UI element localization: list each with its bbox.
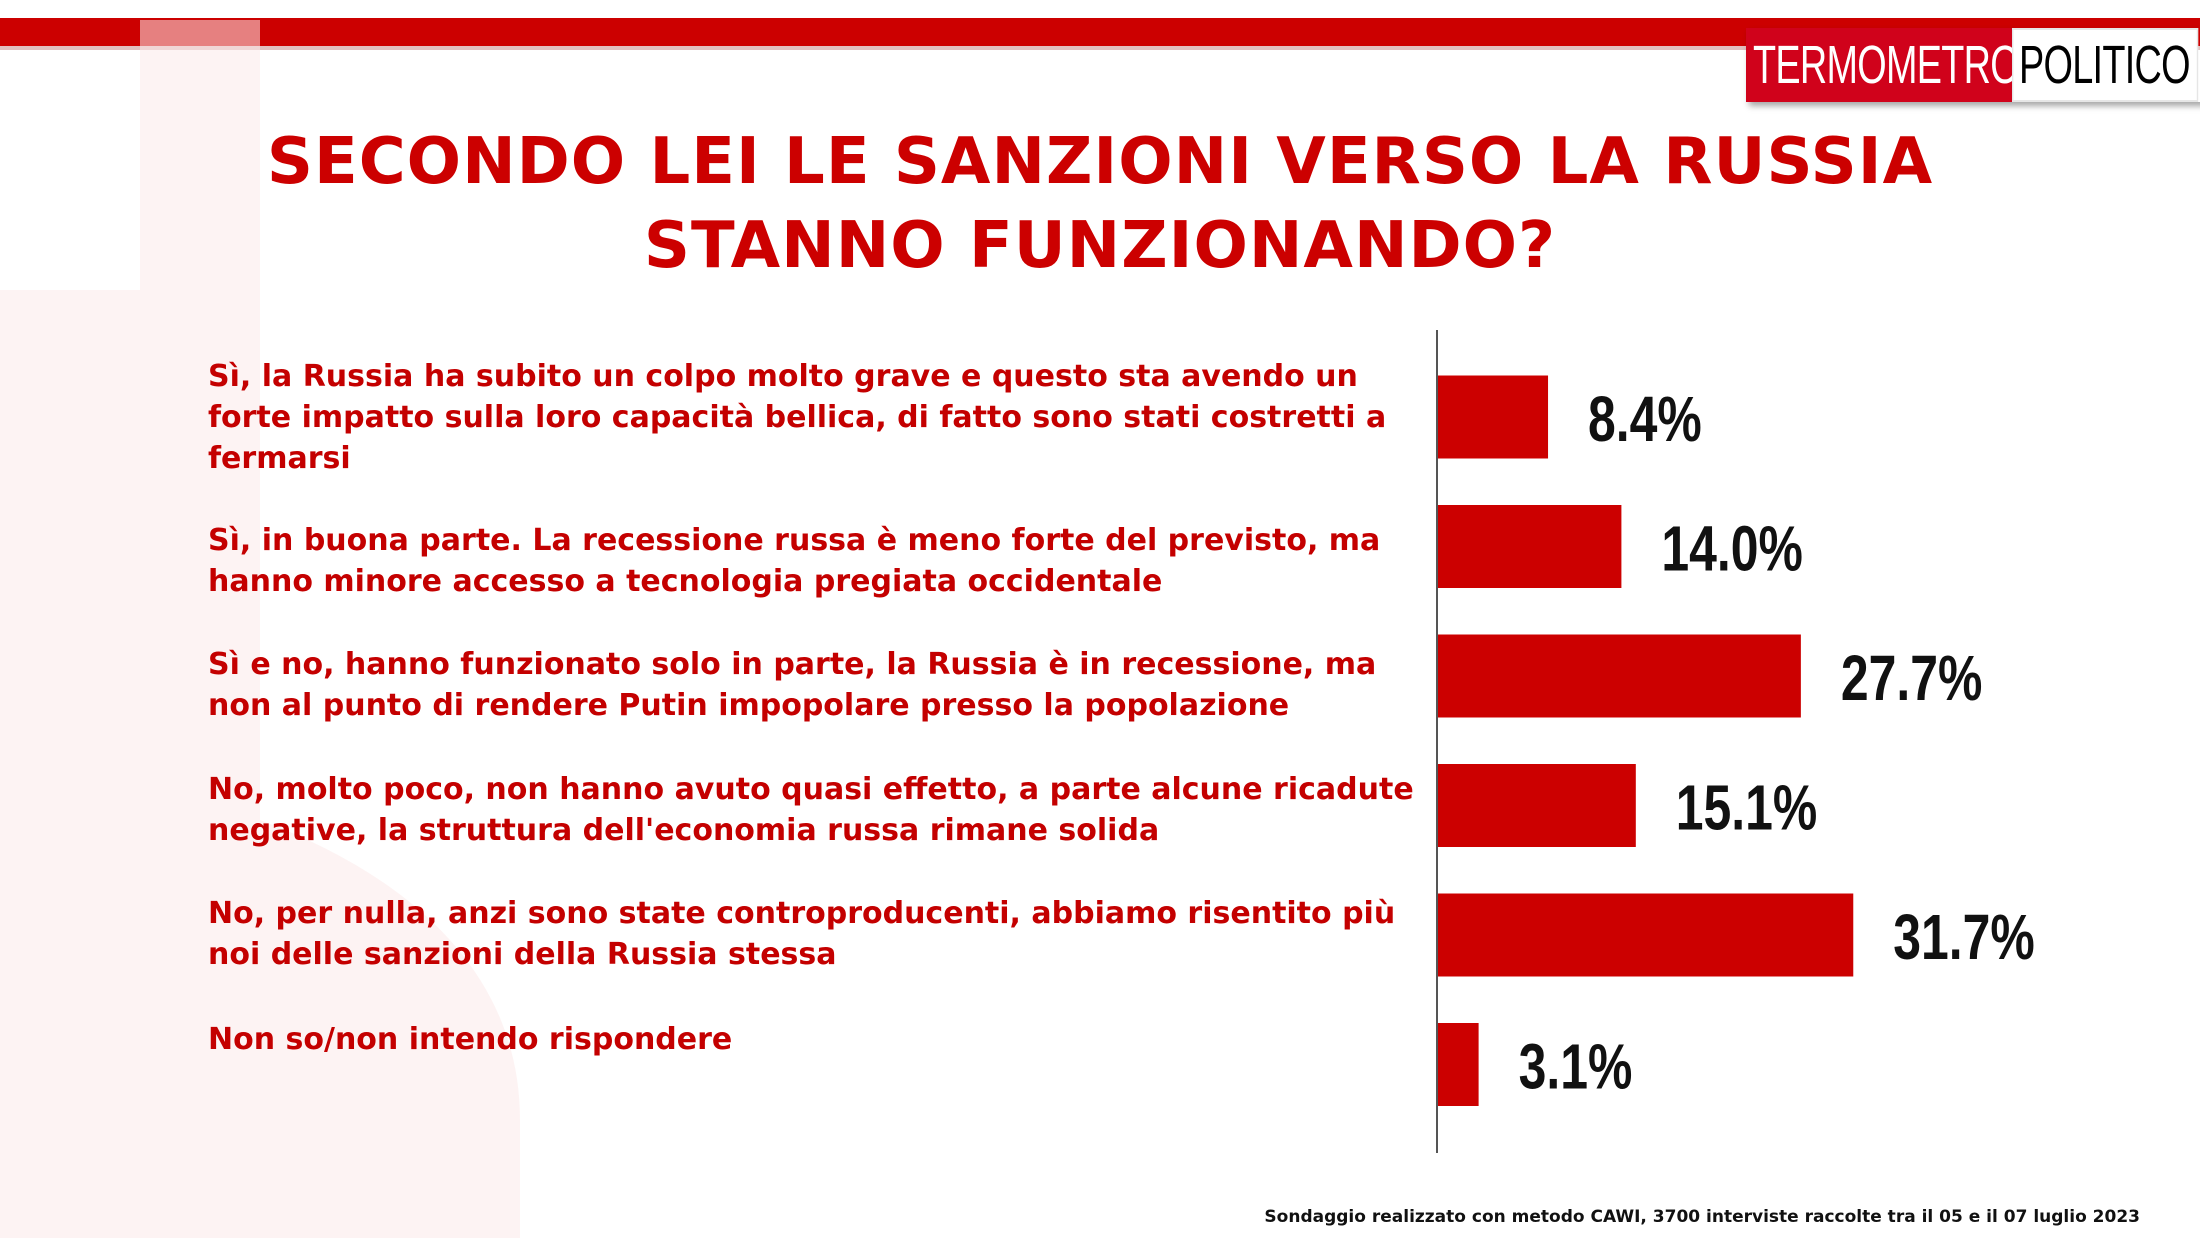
answer-label-3: Sì e no, hanno funzionato solo in parte,… [208, 647, 1377, 723]
value-label-3: 27.7% [1841, 643, 1983, 714]
top-bar-shadow [0, 46, 2200, 50]
value-label-1: 8.4% [1588, 384, 1702, 455]
answer-label-4: No, molto poco, non hanno avuto quasi ef… [208, 772, 1414, 848]
chart-axis-line [1436, 330, 1438, 1153]
value-label-2: 14.0% [1661, 514, 1803, 585]
answer-label-6: Non so/non intendo rispondere [208, 1022, 733, 1057]
termometro-politico-logo: TERMOMETRO POLITICO [1746, 28, 2200, 102]
logo-part-politico: POLITICO [2011, 28, 2199, 102]
bar-3 [1438, 634, 1801, 718]
bar-4 [1438, 764, 1636, 847]
answer-label-5: No, per nulla, anzi sono state contropro… [208, 896, 1396, 972]
value-label-5: 31.7% [1893, 902, 2035, 973]
answer-label-1: Sì, la Russia ha subito un colpo molto g… [208, 359, 1387, 476]
value-label-4: 15.1% [1676, 773, 1818, 844]
logo-part-termometro: TERMOMETRO [1746, 28, 2025, 102]
survey-methodology-note: Sondaggio realizzato con metodo CAWI, 37… [1264, 1207, 2140, 1227]
bar-6 [1438, 1023, 1479, 1106]
title-line-2: STANNO FUNZIONANDO? [643, 209, 1557, 283]
title-line-1: SECONDO LEI LE SANZIONI VERSO LA RUSSIA [266, 125, 1934, 199]
chart-title: SECONDO LEI LE SANZIONI VERSO LA RUSSIA … [160, 120, 2040, 288]
bar-2 [1438, 505, 1622, 588]
bar-1 [1438, 375, 1549, 459]
value-label-6: 3.1% [1519, 1032, 1633, 1103]
answer-label-2: Sì, in buona parte. La recessione russa … [208, 523, 1381, 599]
bar-5 [1438, 893, 1854, 977]
